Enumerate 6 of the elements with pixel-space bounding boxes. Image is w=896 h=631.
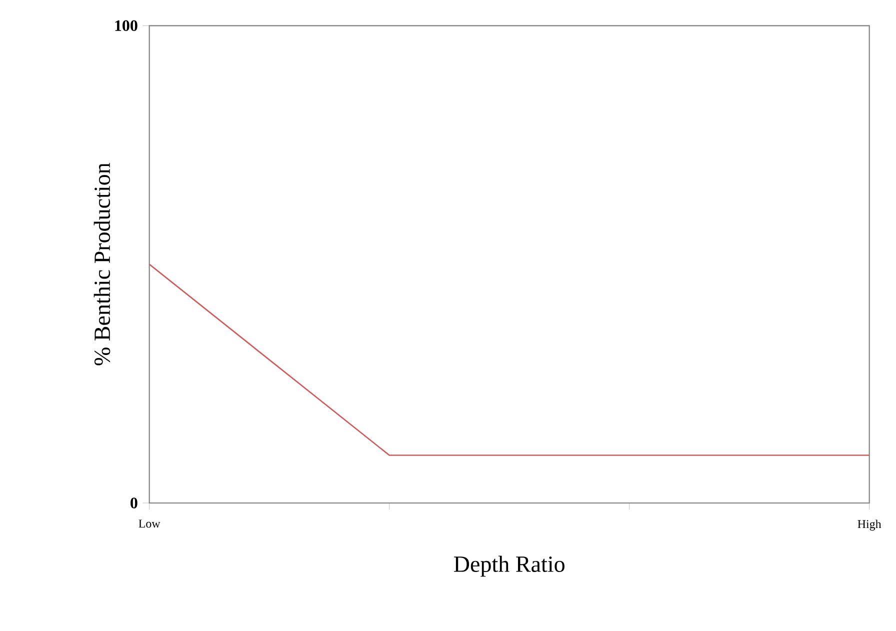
x-tick-label: Low: [138, 520, 160, 528]
y-tick-label: 0: [130, 498, 138, 508]
x-axis-title: Depth Ratio: [454, 556, 564, 577]
x-tick-label: High: [858, 520, 882, 531]
y-tick-label: 100: [115, 20, 138, 32]
y-axis-title: % Benthic Production: [94, 162, 110, 366]
